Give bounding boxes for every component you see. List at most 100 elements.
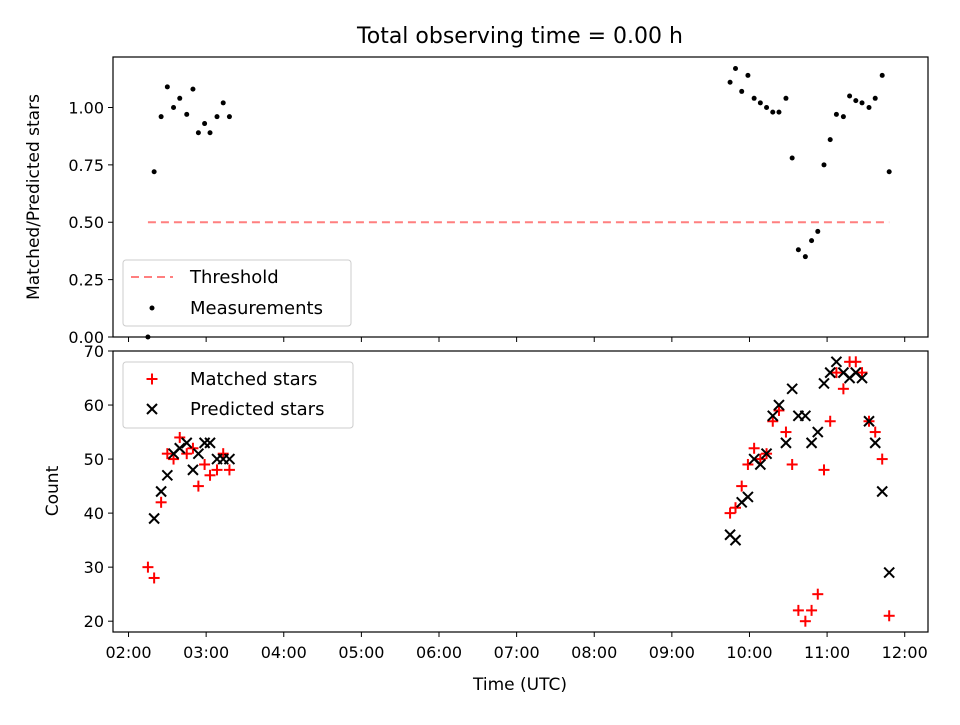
matched-star-point bbox=[812, 588, 824, 600]
measurement-point bbox=[764, 104, 770, 110]
measurement-point bbox=[879, 72, 885, 78]
measurement-point bbox=[220, 100, 226, 106]
predicted-star-point bbox=[742, 491, 754, 503]
bottom-axes-frame bbox=[112, 350, 929, 633]
bottom-y-axis-label: Count bbox=[43, 465, 63, 516]
predicted-star-point bbox=[767, 410, 779, 422]
measurement-point bbox=[226, 114, 232, 120]
matched-star-point bbox=[786, 458, 798, 470]
predicted-star-point bbox=[818, 377, 830, 390]
bottom-xtick-label: 12:00 bbox=[882, 643, 928, 662]
measurement-point bbox=[815, 228, 821, 234]
matched-star-point bbox=[223, 464, 235, 476]
measurement-point bbox=[859, 100, 865, 106]
matched-star-point bbox=[883, 610, 895, 622]
predicted-star-point bbox=[148, 512, 160, 525]
measurement-point bbox=[770, 109, 776, 115]
legend-predicted-label: Predicted stars bbox=[190, 399, 324, 420]
legend-measurements-label: Measurements bbox=[190, 298, 323, 319]
legend-predicted-swatch bbox=[146, 403, 158, 415]
predicted-star-point bbox=[155, 485, 167, 498]
measurement-point bbox=[164, 84, 170, 90]
predicted-star-point bbox=[799, 410, 812, 422]
predicted-star-point bbox=[729, 534, 742, 546]
matched-star-point bbox=[780, 426, 792, 438]
measurement-point bbox=[802, 254, 808, 260]
bottom-legend-box bbox=[122, 361, 354, 429]
matched-star-point bbox=[730, 502, 742, 514]
matched-star-point bbox=[148, 572, 160, 584]
predicted-star-point bbox=[883, 566, 895, 579]
matched-star-point bbox=[187, 442, 199, 454]
matched-star-point bbox=[192, 480, 204, 492]
predicted-star-point bbox=[760, 447, 773, 460]
matched-star-point bbox=[168, 453, 180, 465]
predicted-star-point bbox=[824, 366, 836, 379]
measurement-point bbox=[886, 169, 892, 175]
bottom-xtick-label: 04:00 bbox=[261, 643, 307, 662]
matched-star-point bbox=[736, 480, 748, 492]
measurement-point bbox=[207, 130, 213, 136]
predicted-star-point bbox=[780, 437, 792, 449]
predicted-marker bbox=[146, 403, 158, 415]
bottom-xtick-label: 03:00 bbox=[183, 643, 229, 662]
predicted-star-point bbox=[174, 442, 186, 454]
bottom-x-ticks: 02:00 03:00 04:00 05:00 06:00 07:00 08:00 09:00… bbox=[105, 632, 928, 662]
predicted-star-point bbox=[812, 426, 824, 438]
bottom-ytick-label: 50 bbox=[84, 450, 104, 469]
predicted-star-point bbox=[830, 356, 843, 368]
measurement-point bbox=[727, 79, 733, 85]
bottom-xtick-label: 11:00 bbox=[804, 643, 850, 662]
matched-star-point bbox=[748, 442, 760, 454]
predicted-star-point bbox=[856, 372, 868, 384]
measurement-point bbox=[809, 238, 815, 244]
matched-star-point bbox=[155, 496, 167, 508]
matched-star-point bbox=[142, 561, 154, 573]
matched-star-point bbox=[217, 448, 229, 460]
measurement-point bbox=[158, 114, 164, 120]
measurement-point bbox=[776, 109, 782, 115]
measurement-point bbox=[821, 162, 827, 168]
legend-matched-swatch bbox=[146, 373, 158, 385]
legend-matched-label: Matched stars bbox=[190, 369, 317, 390]
measurement-point bbox=[827, 137, 833, 143]
top-axes: Matched/Predicted stars 0.00 0.25 0.50 0.75… bbox=[24, 56, 929, 347]
measurement-point bbox=[145, 334, 151, 340]
top-y-axis-label: Matched/Predicted stars bbox=[24, 94, 44, 300]
matched-star-point bbox=[199, 458, 211, 470]
matched-star-point bbox=[181, 448, 193, 460]
matched-star-point bbox=[742, 458, 754, 470]
bottom-ytick-label: 30 bbox=[84, 558, 104, 577]
bottom-xtick-label: 10:00 bbox=[726, 643, 772, 662]
bottom-plot-area bbox=[142, 356, 895, 627]
bottom-xtick-label: 05:00 bbox=[338, 643, 384, 662]
legend-threshold-label: Threshold bbox=[189, 267, 279, 288]
measurement-point bbox=[151, 169, 157, 175]
matched-star-point bbox=[876, 453, 888, 465]
matched-star-point bbox=[869, 426, 881, 438]
top-legend: Threshold Measurements bbox=[122, 259, 352, 327]
matched-star-point bbox=[754, 453, 766, 465]
matched-star-point bbox=[204, 469, 216, 481]
bottom-ytick-label: 60 bbox=[84, 396, 104, 415]
measurement-point bbox=[783, 95, 789, 101]
bottom-axes: Count Time (UTC) 20 30 40 50 60 70 02:00 03:00… bbox=[43, 342, 929, 695]
top-plot-area bbox=[145, 65, 892, 340]
legend-measurements-swatch bbox=[149, 305, 155, 311]
measurement-point bbox=[195, 130, 201, 136]
top-legend-box bbox=[122, 259, 352, 327]
measurement-point bbox=[184, 111, 190, 117]
bottom-xtick-label: 06:00 bbox=[416, 643, 462, 662]
measurement-point bbox=[789, 155, 795, 161]
measurement-point bbox=[840, 114, 846, 120]
predicted-star-point bbox=[805, 437, 818, 449]
measurement-point bbox=[177, 95, 183, 101]
predicted-star-point bbox=[869, 437, 881, 449]
predicted-star-point bbox=[863, 415, 875, 427]
measurement-point bbox=[733, 65, 739, 71]
matched-star-point bbox=[818, 464, 830, 476]
measurement-point bbox=[795, 247, 801, 253]
matched-star-point bbox=[824, 415, 836, 427]
